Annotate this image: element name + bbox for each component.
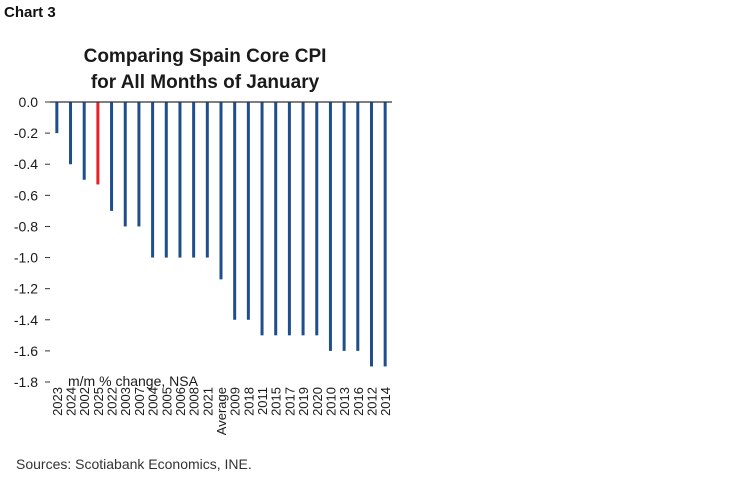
chart-title-line-2: for All Months of January (91, 72, 320, 93)
x-tick-label: 2004 (146, 387, 161, 416)
source-note: Sources: Scotiabank Economics, INE. (16, 456, 252, 472)
bar-2012 (369, 102, 373, 367)
bar-2007 (137, 102, 141, 227)
bar-2019 (301, 102, 305, 336)
bar-series (55, 102, 387, 367)
y-tick-label: -1.2 (14, 281, 38, 297)
x-tick-label: 2019 (296, 387, 311, 416)
bar-2020 (315, 102, 319, 336)
bar-average (219, 102, 223, 280)
bar-2004 (151, 102, 155, 258)
x-tick-label: 2023 (50, 387, 65, 416)
x-tick-label: 2010 (323, 387, 338, 416)
bar-2002 (82, 102, 86, 180)
chart-label: Chart 3 (4, 4, 56, 21)
chart-annotation: m/m % change, NSA (68, 373, 199, 389)
bar-2011 (260, 102, 264, 336)
x-tick-label: 2014 (378, 387, 393, 416)
y-tick-label: -1.4 (14, 312, 38, 328)
x-axis-labels: 2023202420022025202220032007200420052006… (50, 387, 393, 435)
bar-2014 (383, 102, 387, 367)
x-tick-label: 2016 (351, 387, 366, 416)
x-tick-label: 2006 (173, 387, 188, 416)
x-tick-label: 2018 (241, 387, 256, 416)
bar-2009 (233, 102, 237, 320)
bar-2023 (55, 102, 59, 134)
bar-2005 (164, 102, 168, 258)
x-tick-label: 2009 (228, 387, 243, 416)
x-tick-label: Average (214, 387, 229, 435)
bar-2003 (123, 102, 127, 227)
bar-2013 (342, 102, 346, 351)
x-tick-label: 2020 (310, 387, 325, 416)
y-tick-label: -0.4 (14, 156, 38, 172)
y-tick-label: -1.6 (14, 343, 38, 359)
bar-2021 (205, 102, 209, 258)
bar-2015 (274, 102, 278, 336)
y-tick-label: -1.0 (14, 250, 38, 266)
x-tick-label: 2012 (364, 387, 379, 416)
bar-2024 (69, 102, 73, 165)
x-tick-label: 2002 (77, 387, 92, 416)
bar-2022 (110, 102, 114, 211)
bar-2006 (178, 102, 182, 258)
y-tick-label: -0.2 (14, 125, 38, 141)
x-tick-label: 2013 (337, 387, 352, 416)
x-tick-label: 2017 (282, 387, 297, 416)
chart-title-line-1: Comparing Spain Core CPI (84, 46, 327, 67)
x-tick-label: 2015 (269, 387, 284, 416)
x-tick-label: 2021 (200, 387, 215, 416)
x-tick-label: 2022 (105, 387, 120, 416)
bar-2025 (96, 102, 100, 185)
y-tick-label: -0.8 (14, 218, 38, 234)
x-tick-label: 2024 (64, 387, 79, 416)
y-tick-label: -1.8 (14, 374, 38, 390)
x-tick-label: 2025 (91, 387, 106, 416)
bar-2018 (246, 102, 250, 320)
bar-2016 (356, 102, 360, 351)
y-tick-label: -0.6 (14, 187, 38, 203)
x-tick-label: 2007 (132, 387, 147, 416)
x-tick-label: 2008 (187, 387, 202, 416)
x-tick-label: 2011 (255, 387, 270, 415)
y-axis: 0.0 -0.2 -0.4 -0.6 -0.8 -1.0 -1.2 -1.4 -1.6 -1.8 (14, 94, 50, 390)
x-tick-label: 2003 (118, 387, 133, 416)
bar-2008 (192, 102, 196, 258)
bar-2010 (328, 102, 332, 351)
x-tick-label: 2005 (159, 387, 174, 416)
y-tick-label: 0.0 (19, 94, 39, 110)
bar-2017 (287, 102, 291, 336)
